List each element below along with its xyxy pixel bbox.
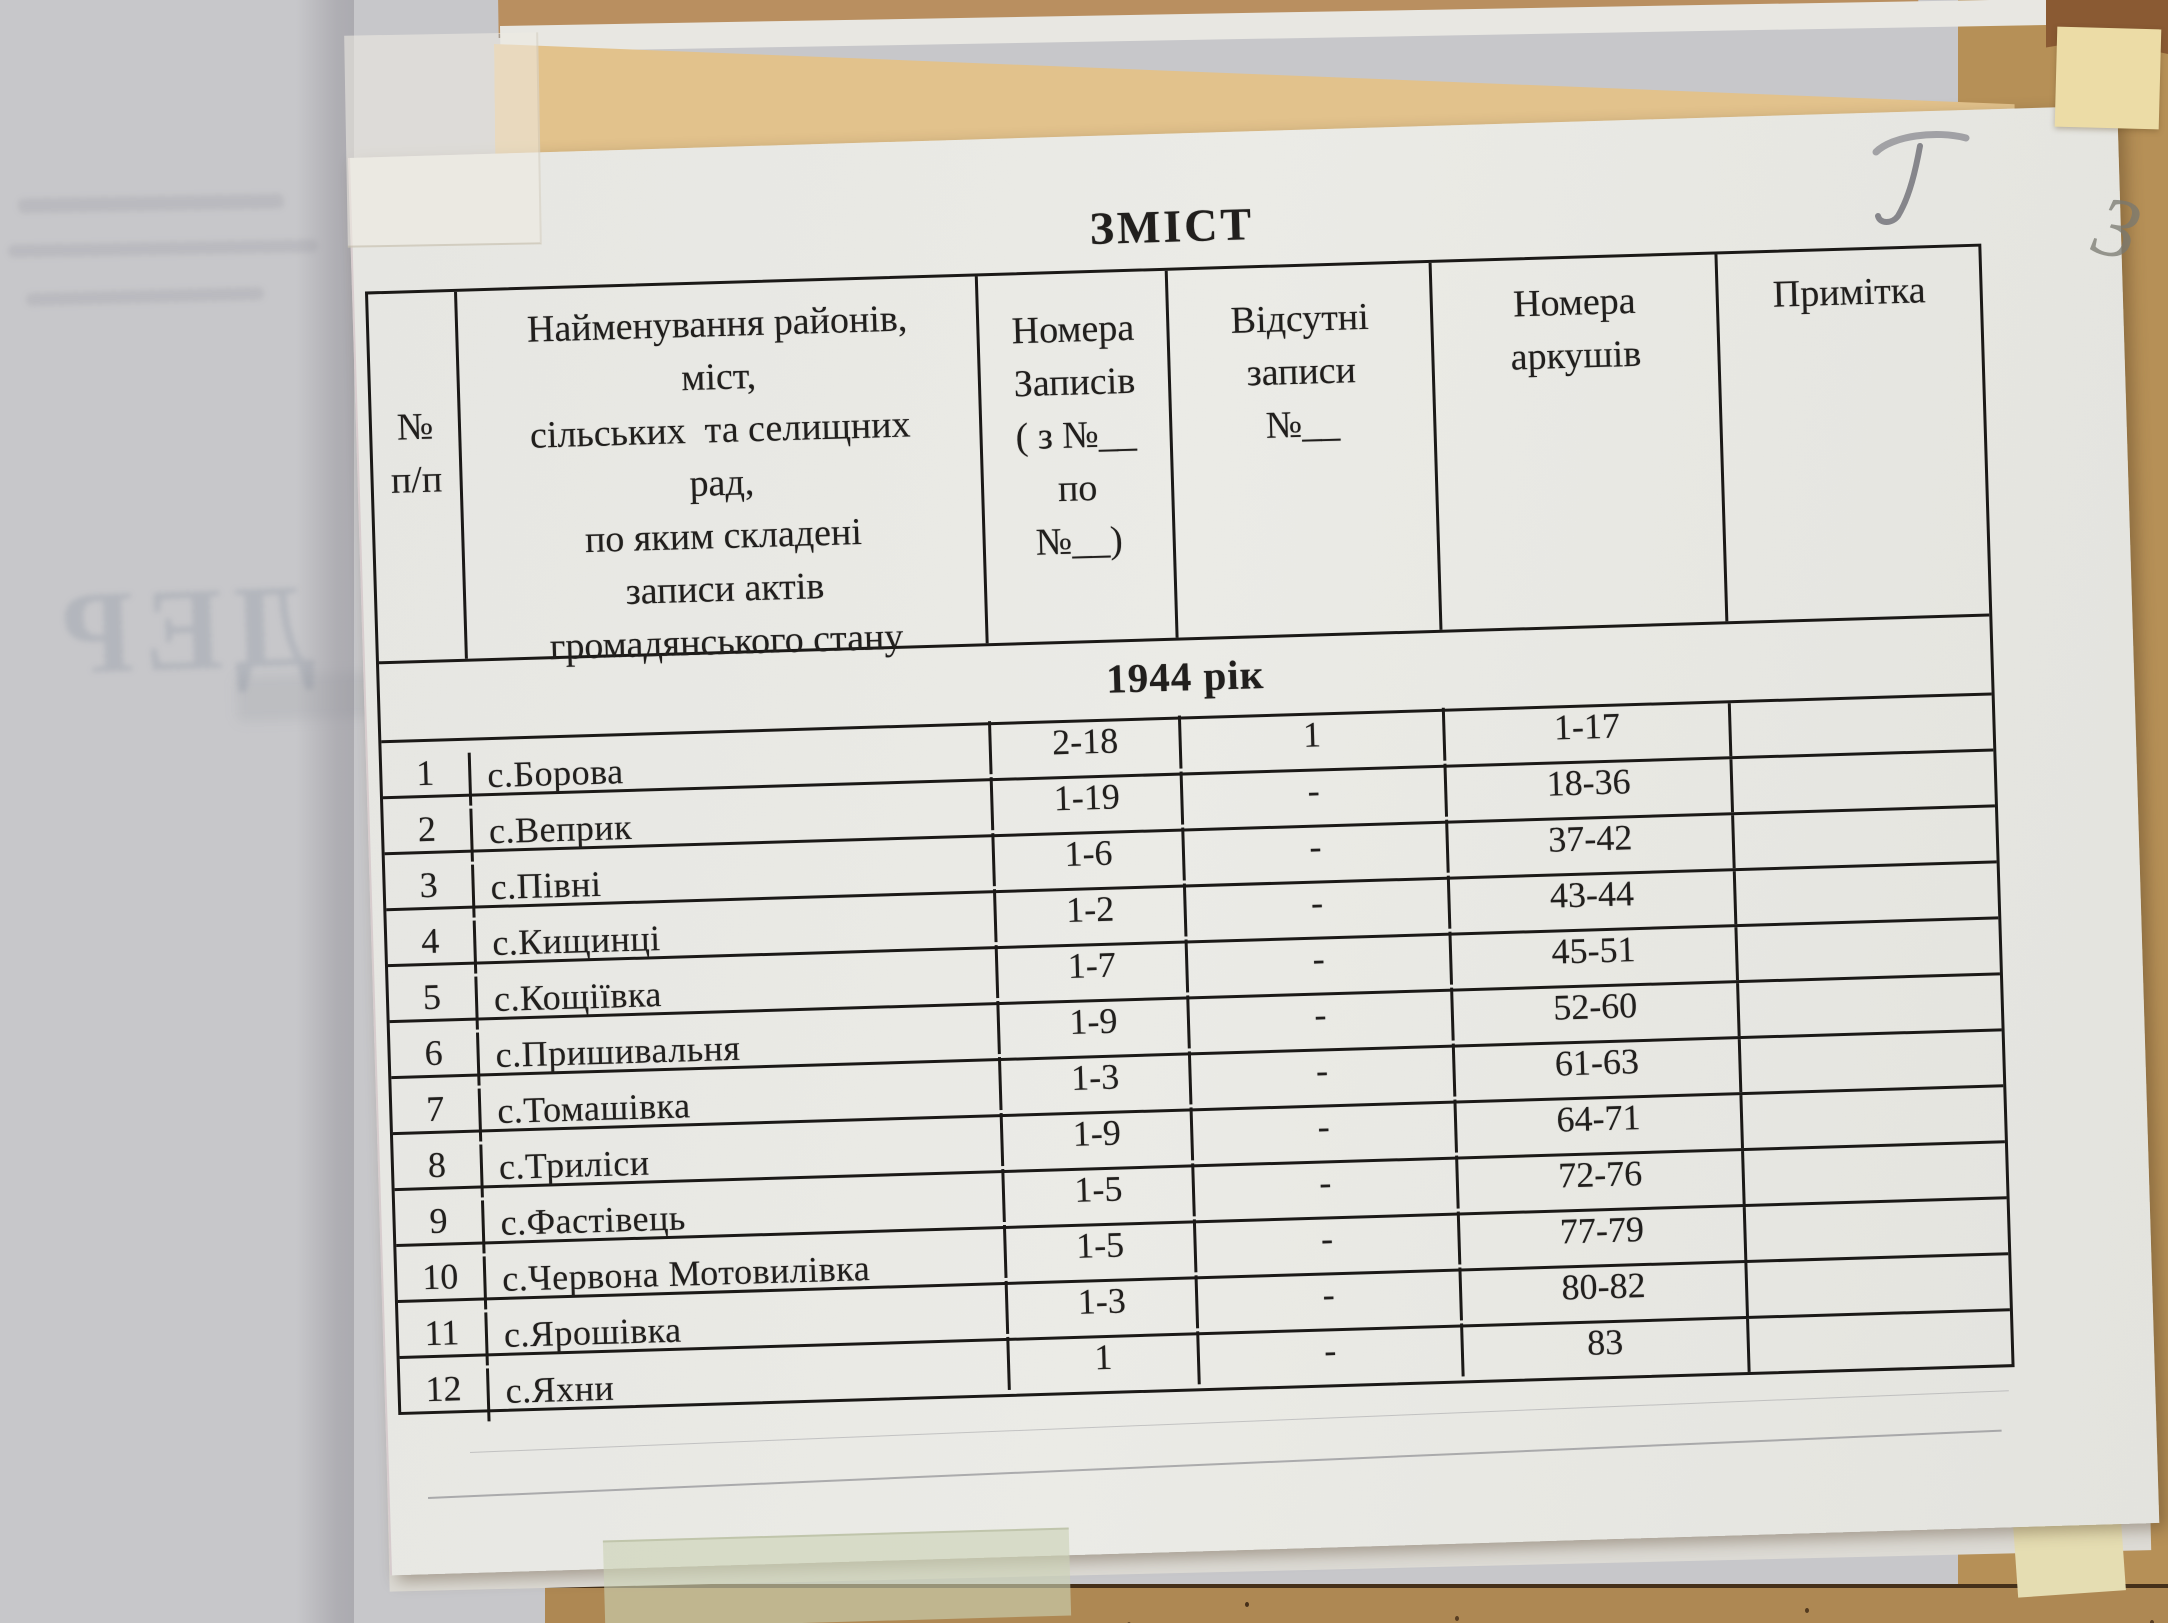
cell-sheets: 37-42	[1445, 811, 1733, 873]
cell-records: 1-5	[1001, 1163, 1193, 1223]
cell-records: 2-18	[987, 715, 1180, 775]
cell-records: 1-9	[996, 995, 1188, 1055]
cell-sheets: 61-63	[1451, 1035, 1740, 1097]
cell-sheets: 1-17	[1441, 699, 1730, 761]
cell-sheets: 18-36	[1443, 755, 1731, 817]
bleedthrough-large-letters: ДЕР	[49, 559, 317, 700]
cell-sheets: 83	[1460, 1315, 1748, 1377]
cell-sheets: 77-79	[1456, 1203, 1745, 1265]
cell-missing: -	[1196, 1323, 1462, 1385]
contents-table: № п/п Найменування районів, міст, сільсь…	[364, 243, 2015, 1422]
cell-sheets: 52-60	[1450, 979, 1738, 1041]
cell-records: 1-19	[989, 771, 1182, 831]
table-header-row: № п/п Найменування районів, міст, сільсь…	[368, 246, 1990, 668]
cell-num: 12	[424, 1368, 463, 1410]
cell-note	[1742, 1199, 2009, 1261]
cell-records: 1-6	[991, 827, 1183, 887]
cell-note	[1727, 695, 1994, 757]
cell-missing: -	[1184, 931, 1451, 993]
cell-sheets: 64-71	[1453, 1091, 1741, 1153]
bleedthrough-text-line	[25, 286, 265, 307]
cell-sheets: 43-44	[1446, 867, 1735, 929]
cell-records: 1-5	[1002, 1219, 1195, 1279]
cell-name: с.Яхни	[485, 1352, 1009, 1422]
tape-top-left	[344, 32, 542, 248]
cell-records: 1-3	[1004, 1275, 1197, 1334]
cell-sheets: 72-76	[1455, 1147, 1743, 1209]
cell-num: 11	[423, 1312, 460, 1354]
cell-missing: -	[1194, 1267, 1460, 1329]
cell-num: 9	[428, 1200, 449, 1242]
tape-top-right	[2054, 26, 2162, 130]
cell-note	[1737, 1031, 2004, 1093]
header-sheets: Номера аркушів	[1428, 254, 1726, 630]
cell-missing: -	[1182, 875, 1449, 937]
cell-num: 8	[427, 1144, 447, 1186]
cell-missing: -	[1192, 1211, 1459, 1273]
cell-records: 1	[1006, 1331, 1198, 1390]
cell-records: 1-9	[999, 1107, 1192, 1167]
tape-bottom	[602, 1527, 1072, 1623]
header-num: № п/п	[390, 405, 443, 502]
cell-num: 10	[421, 1256, 459, 1298]
table-body: 1 с.Борова 2-18 1 1-17 2 с.Веприк 1-19-18-36 3 с.…	[381, 692, 2012, 1422]
handwritten-page-mark	[1862, 124, 1982, 234]
header-missing: Відсутні записи №__	[1164, 262, 1440, 638]
cell-note	[1734, 919, 2000, 981]
bleedthrough-text-line	[7, 239, 319, 258]
cell-missing: -	[1181, 819, 1447, 881]
page-stack-shadow	[296, 0, 354, 1623]
header-note: Примітка	[1714, 246, 1990, 622]
cell-num: 2	[417, 808, 437, 850]
cell-note	[1746, 1311, 2012, 1373]
cell-records: 1-2	[992, 883, 1185, 943]
cell-sheets: 45-51	[1448, 923, 1736, 985]
cell-missing: -	[1186, 987, 1452, 1049]
document-page: ЗМІСТ № п/п Найменування районів, міст, …	[348, 105, 2160, 1576]
cell-missing: -	[1187, 1043, 1454, 1105]
header-name: Найменування районів, міст, сільських та…	[454, 276, 986, 668]
cell-num: 4	[420, 920, 440, 962]
cell-note	[1741, 1143, 2007, 1205]
cell-missing: 1	[1177, 707, 1444, 769]
cell-note	[1731, 807, 1997, 869]
cell-num: 6	[423, 1032, 444, 1074]
cell-records: 1-7	[994, 939, 1187, 999]
cell-num: 7	[425, 1088, 445, 1130]
cell-note	[1739, 1087, 2005, 1149]
cell-note	[1736, 975, 2002, 1037]
cardboard-speck	[1245, 1602, 1249, 1607]
cell-note	[1732, 863, 1999, 925]
cell-sheets: 80-82	[1458, 1259, 1746, 1321]
cell-note	[1729, 751, 1995, 813]
cell-num: 5	[422, 976, 442, 1018]
header-records: Номера Записів ( з №__ по №__)	[974, 270, 1176, 644]
bleedthrough-text-line	[17, 193, 285, 214]
cell-missing: -	[1189, 1099, 1455, 1161]
cell-records: 1-3	[997, 1051, 1190, 1111]
cell-note	[1744, 1255, 2010, 1317]
cell-missing: -	[1191, 1155, 1457, 1217]
cell-num: 3	[419, 864, 439, 906]
cell-missing: -	[1179, 763, 1446, 825]
cell-num: 1	[415, 752, 435, 794]
